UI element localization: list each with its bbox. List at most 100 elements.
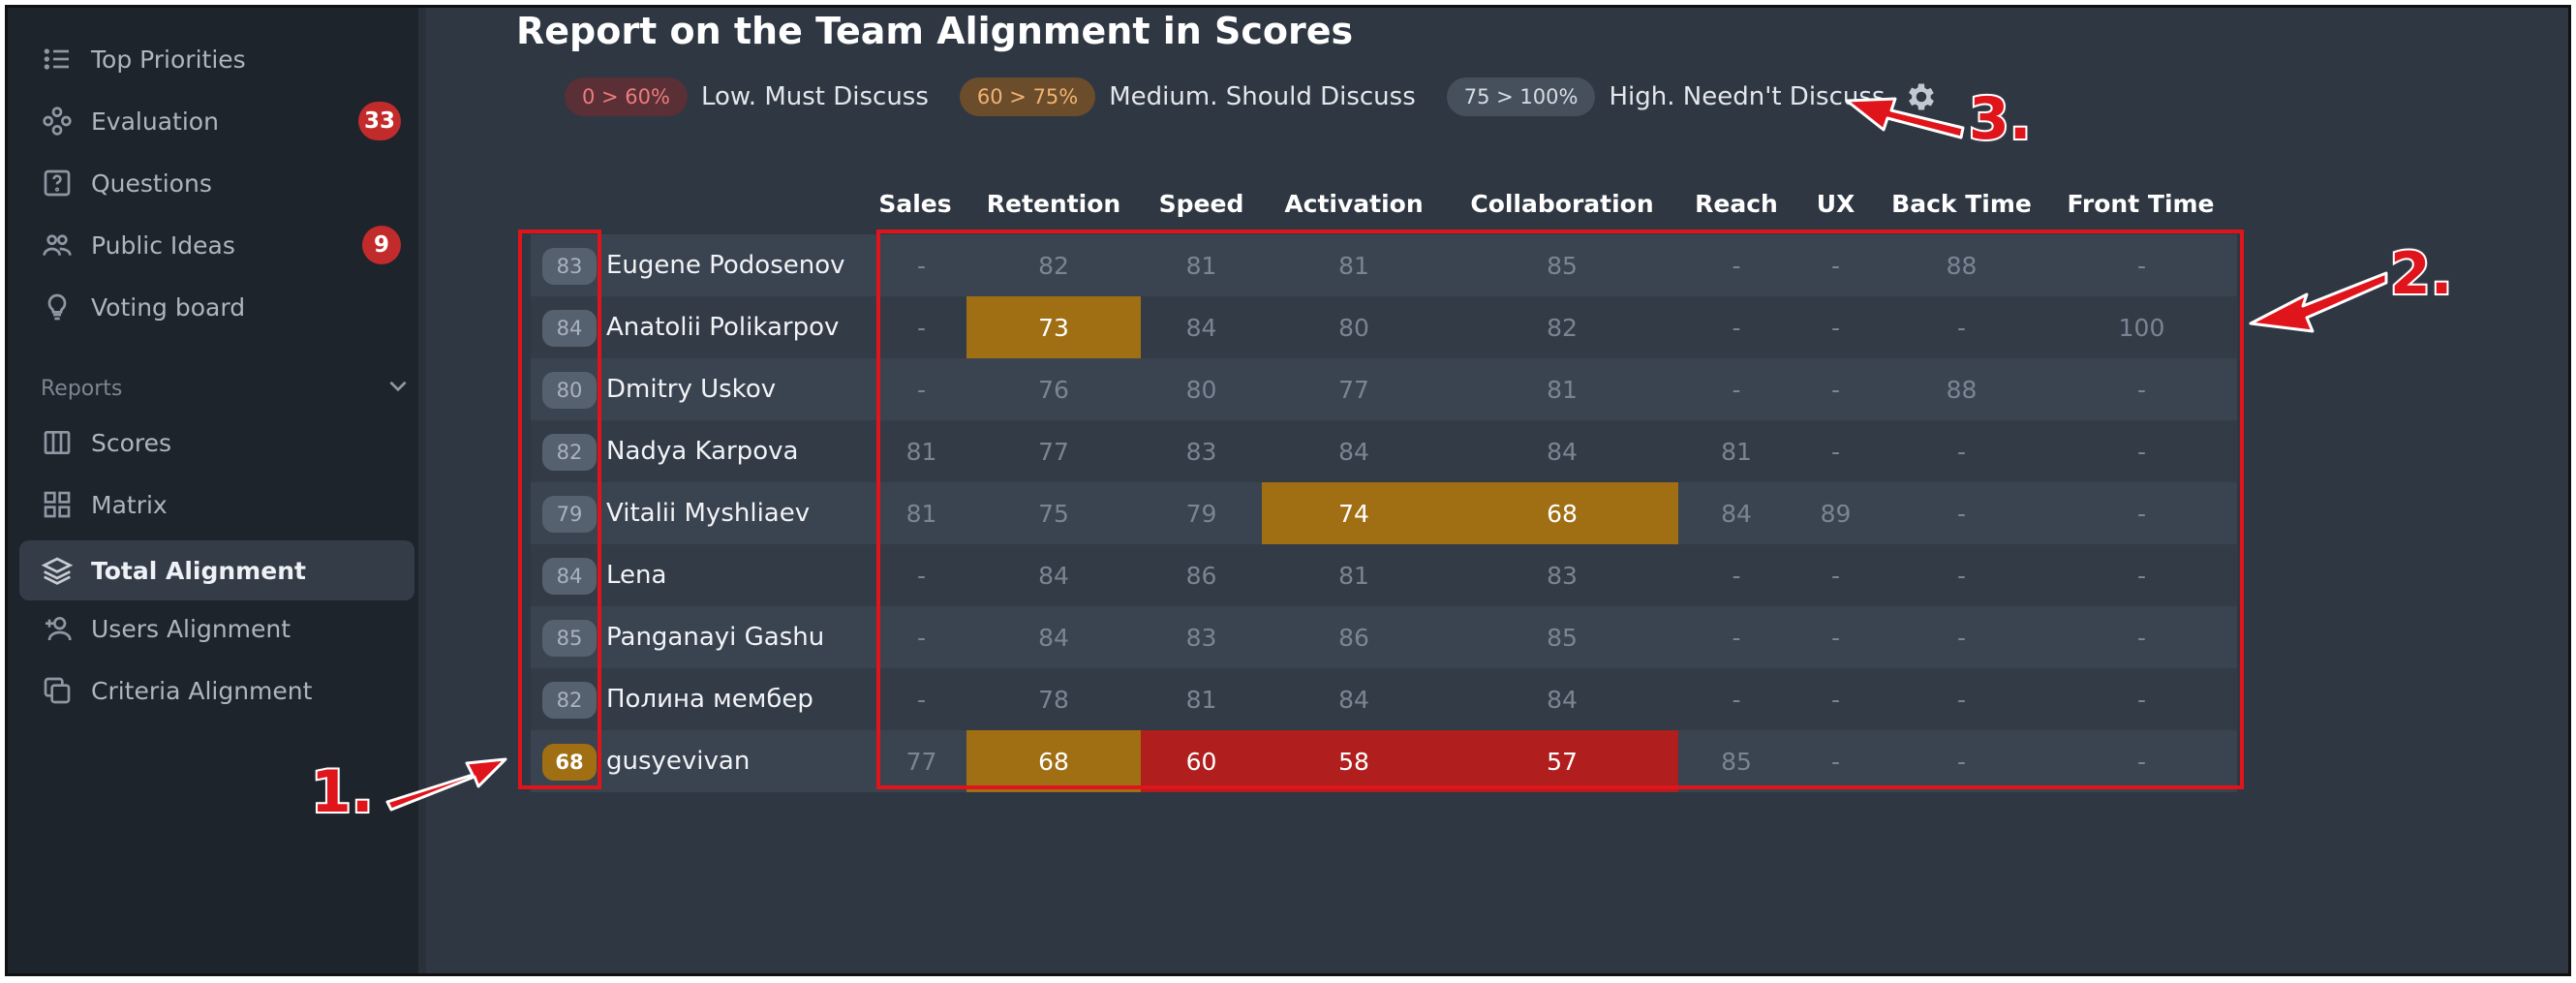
sidebar-item-total-alignment[interactable]: Total Alignment — [19, 540, 414, 600]
cell-collaboration: 84 — [1547, 437, 1578, 466]
table-row: 68 gusyevivan 77 68 60 58 57 85- - - — [531, 730, 2237, 792]
cell-back-time: - — [1956, 499, 1967, 528]
user-name[interactable]: Anatolii Polikarpov — [606, 313, 840, 342]
user-name[interactable]: Eugene Podosenov — [606, 251, 845, 280]
sidebar-item-voting-board[interactable]: Voting board — [19, 281, 414, 333]
annotation-arrow-3 — [1845, 97, 1965, 139]
annotation-box-total-scores — [518, 230, 601, 789]
cell-collaboration: 68 — [1446, 482, 1678, 544]
sidebar-item-questions[interactable]: Questions — [19, 157, 414, 209]
page-title: Report on the Team Alignment in Scores — [516, 10, 1354, 52]
user-name[interactable]: Panganayi Gashu — [606, 623, 825, 652]
cell-reach: 84 — [1721, 499, 1752, 528]
copy-icon — [41, 674, 74, 707]
sidebar-item-users-alignment[interactable]: Users Alignment — [19, 602, 414, 655]
nodes-icon — [41, 105, 74, 138]
users-icon — [41, 229, 74, 261]
sidebar-item-label: Matrix — [91, 490, 168, 519]
cell-ux: - — [1830, 313, 1841, 342]
column-header-sales[interactable]: Sales — [878, 190, 952, 218]
sidebar-item-criteria-alignment[interactable]: Criteria Alignment — [19, 664, 414, 717]
cell-speed: 60 — [1141, 730, 1262, 792]
annotation-label-2: 2. — [2388, 238, 2455, 310]
user-name[interactable]: gusyevivan — [606, 747, 751, 776]
row-background — [879, 234, 2237, 296]
cell-front-time: - — [2136, 561, 2147, 590]
cell-activation: 58 — [1262, 730, 1446, 792]
cell-activation: 86 — [1338, 623, 1369, 652]
total-score-pill: 83 — [542, 248, 597, 285]
user-add-icon — [41, 612, 74, 645]
cell-reach: - — [1732, 375, 1741, 404]
cell-activation: 80 — [1338, 313, 1369, 342]
cell-retention: 82 — [1038, 251, 1069, 280]
cell-retention: 84 — [1038, 561, 1069, 590]
row-background — [879, 668, 2237, 730]
cell-reach: - — [1732, 623, 1741, 652]
cell-collaboration: 57 — [1446, 730, 1678, 792]
cell-front-time: 100 — [2118, 313, 2165, 342]
column-header-retention[interactable]: Retention — [986, 190, 1121, 218]
table-header: Sales Retention Speed Activation Collabo… — [8, 190, 2568, 229]
sidebar-item-public-ideas[interactable]: Public Ideas 9 — [19, 219, 414, 271]
sidebar-item-label: Public Ideas — [91, 230, 235, 260]
user-name[interactable]: Полина мембер — [606, 685, 813, 714]
grid-icon — [41, 488, 74, 521]
user-name[interactable]: Dmitry Uskov — [606, 375, 777, 404]
table-row: 82 Nadya Karpova 81 77 83 84 84 81 - - - — [531, 420, 2237, 482]
question-icon — [41, 167, 74, 200]
user-name[interactable]: Nadya Karpova — [606, 437, 799, 466]
legend-medium-range: 60 > 75% — [959, 77, 1096, 116]
row-background — [879, 358, 2237, 420]
user-name[interactable]: Vitalii Myshliaev — [606, 499, 811, 528]
cell-activation: 84 — [1338, 437, 1369, 466]
cell-collaboration: 83 — [1547, 561, 1578, 590]
cell-front-time: - — [2136, 747, 2147, 776]
cell-retention: 77 — [1038, 437, 1069, 466]
sidebar-item-matrix[interactable]: Matrix — [19, 478, 414, 531]
annotation-arrow-2 — [2249, 271, 2388, 333]
cell-reach: - — [1732, 561, 1741, 590]
cell-back-time: - — [1956, 561, 1967, 590]
annotation-label-3: 3. — [1967, 83, 2034, 155]
cell-retention: 73 — [966, 296, 1141, 358]
cell-activation: 77 — [1338, 375, 1369, 404]
sidebar-item-evaluation[interactable]: Evaluation 33 — [19, 95, 414, 147]
cell-collaboration: 81 — [1547, 375, 1578, 404]
cell-speed: 84 — [1185, 313, 1217, 342]
column-header-collaboration[interactable]: Collaboration — [1470, 190, 1654, 218]
cell-speed: 86 — [1185, 561, 1217, 590]
sidebar-item-scores[interactable]: Scores — [19, 416, 414, 469]
table-row: 82 Полина мембер - 78 81 84 84 - - - - — [531, 668, 2237, 730]
column-header-reach[interactable]: Reach — [1695, 190, 1778, 218]
column-header-activation[interactable]: Activation — [1284, 190, 1424, 218]
reports-section-toggle[interactable]: Reports — [41, 372, 418, 405]
column-header-ux[interactable]: UX — [1816, 190, 1855, 218]
cell-front-time: - — [2136, 251, 2147, 280]
table-row: 83 Eugene Podosenov - 82 81 81 85 - - 88 - — [531, 234, 2237, 296]
sidebar-item-label: Total Alignment — [91, 556, 306, 585]
total-score-pill: 85 — [542, 620, 597, 657]
cell-activation: 81 — [1338, 561, 1369, 590]
table-row: 84 Lena - 84 86 81 83 - - - - — [531, 544, 2237, 606]
column-header-speed[interactable]: Speed — [1158, 190, 1244, 218]
column-header-front-time[interactable]: Front Time — [2067, 190, 2215, 218]
sidebar-item-label: Voting board — [91, 292, 246, 322]
cell-reach: - — [1732, 313, 1741, 342]
legend-low-range: 0 > 60% — [565, 77, 688, 116]
total-score-pill: 82 — [542, 682, 597, 719]
total-score-pill: 80 — [542, 372, 597, 409]
column-header-back-time[interactable]: Back Time — [1891, 190, 2032, 218]
row-background — [879, 544, 2237, 606]
cell-speed: 83 — [1185, 437, 1217, 466]
sidebar-item-top-priorities[interactable]: Top Priorities — [19, 33, 414, 85]
cell-back-time: 88 — [1946, 375, 1978, 404]
cell-back-time: - — [1956, 747, 1967, 776]
cell-sales: - — [916, 375, 927, 404]
cell-collaboration: 85 — [1547, 623, 1578, 652]
user-name[interactable]: Lena — [606, 561, 667, 590]
cell-front-time: - — [2136, 685, 2147, 714]
cell-reach: 85 — [1721, 747, 1752, 776]
gear-icon[interactable] — [1902, 77, 1941, 116]
cell-ux: - — [1830, 747, 1841, 776]
